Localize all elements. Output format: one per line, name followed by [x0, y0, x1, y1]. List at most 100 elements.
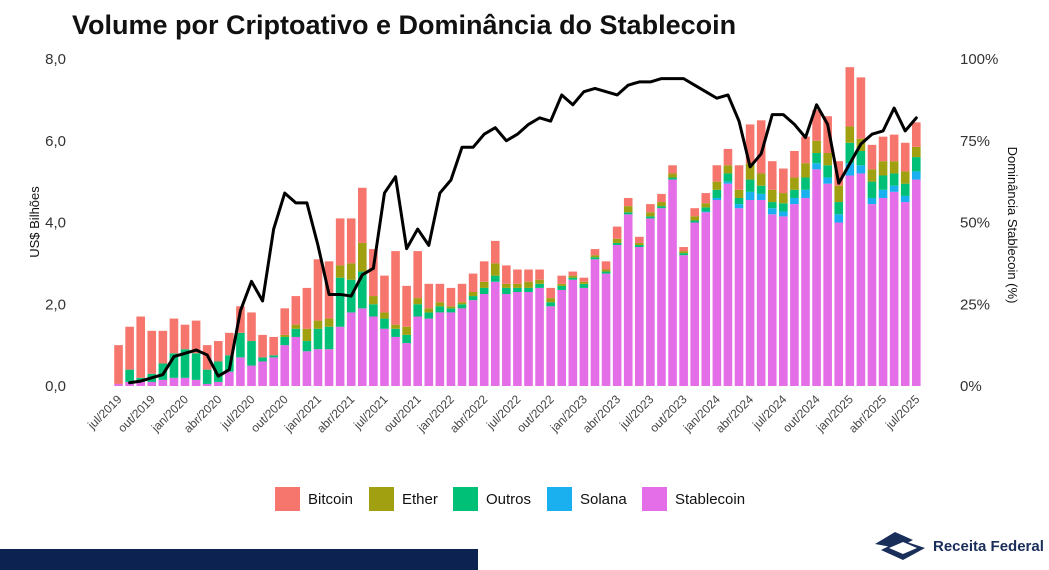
- bar-bitcoin: [546, 287, 555, 299]
- bar-outros: [535, 283, 544, 288]
- bar-ether: [801, 163, 810, 178]
- bar-outros: [479, 287, 489, 295]
- bar-ether: [424, 308, 434, 313]
- bar-bitcoin: [435, 283, 445, 303]
- bar-stablecoin: [369, 316, 378, 386]
- bar-bitcoin: [169, 318, 179, 354]
- bar-bitcoin: [147, 330, 157, 374]
- legend-label-solana: Solana: [580, 491, 627, 508]
- bar-stablecoin: [513, 291, 522, 386]
- bar-ether: [324, 318, 334, 327]
- bar-outros: [269, 355, 278, 358]
- bar-stablecoin: [668, 179, 677, 386]
- bar-stablecoin: [380, 328, 389, 386]
- bar-solana: [912, 171, 921, 180]
- bar-bitcoin: [413, 251, 422, 299]
- bar-solana: [845, 163, 855, 176]
- bar-bitcoin: [114, 345, 123, 384]
- bar-stablecoin: [236, 357, 245, 386]
- chart-title: Volume por Criptoativo e Dominância do S…: [72, 10, 736, 40]
- bar-ether: [779, 193, 788, 204]
- bar-stablecoin: [457, 308, 467, 386]
- bar-ether: [369, 296, 378, 305]
- bar-bitcoin: [402, 285, 411, 327]
- bar-stablecoin: [225, 371, 234, 386]
- bar-stablecoin: [867, 204, 877, 386]
- y2-tick-label: 100%: [960, 51, 998, 68]
- bar-stablecoin: [358, 308, 367, 386]
- bar-solana: [745, 191, 755, 201]
- y-tick-label: 0,0: [45, 378, 66, 395]
- bar-outros: [900, 183, 910, 196]
- bar-stablecoin: [335, 326, 345, 386]
- legend-label-bitcoin: Bitcoin: [308, 491, 353, 508]
- bar-solana: [900, 195, 910, 203]
- bar-stablecoin: [823, 183, 832, 386]
- bar-outros: [635, 244, 644, 248]
- bar-outros: [801, 177, 810, 190]
- bar-ether: [468, 291, 478, 297]
- bar-bitcoin: [358, 187, 367, 243]
- bar-stablecoin: [878, 197, 888, 386]
- bar-ether: [335, 265, 345, 278]
- x-tick-label: abr/2022: [447, 392, 491, 436]
- bar-outros: [169, 353, 179, 378]
- bar-stablecoin: [468, 300, 478, 386]
- bar-bitcoin: [834, 161, 844, 186]
- dominance-line: [128, 77, 918, 385]
- bar-ether: [546, 298, 555, 303]
- bar-bitcoin: [346, 218, 356, 264]
- bar-stablecoin: [391, 336, 400, 386]
- bar-stablecoin: [801, 197, 810, 386]
- bar-bitcoin: [280, 308, 290, 335]
- bar-stablecoin: [690, 222, 699, 386]
- bar-solana: [878, 189, 888, 198]
- bar-outros: [712, 189, 722, 198]
- bar-outros: [856, 150, 866, 166]
- bar-stablecoin: [756, 200, 766, 386]
- bar-stablecoin: [524, 291, 533, 386]
- bar-stablecoin: [767, 214, 777, 386]
- bar-bitcoin: [712, 165, 722, 182]
- bar-ether: [612, 238, 622, 243]
- bar-outros: [646, 216, 655, 219]
- bar-stablecoin: [812, 169, 821, 386]
- bar-bitcoin: [191, 320, 201, 354]
- bar-bitcoin: [457, 283, 467, 303]
- x-axis: jul/2019out/2019jan/2020abr/2020jul/2020…: [84, 392, 922, 436]
- bar-solana: [801, 189, 810, 198]
- bar-stablecoin: [169, 377, 179, 386]
- legend-swatch-ether: [369, 487, 394, 511]
- bar-outros: [402, 334, 411, 344]
- bar-solana: [756, 193, 766, 201]
- legend-swatch-stablecoin: [642, 487, 667, 511]
- bar-stablecoin: [136, 381, 145, 386]
- bar-ether: [601, 269, 611, 272]
- bar-bitcoin: [635, 236, 644, 243]
- bar-stablecoin: [568, 279, 578, 386]
- bar-bitcoin: [502, 265, 511, 284]
- bar-bitcoin: [236, 306, 245, 333]
- bar-ether: [579, 281, 589, 284]
- bar-ether: [402, 326, 411, 335]
- bar-outros: [435, 306, 445, 313]
- bar-outros: [756, 185, 766, 194]
- y2-axis-label: Dominância Stablecoin (%): [1005, 147, 1020, 304]
- bar-stablecoin: [889, 191, 899, 386]
- bar-bitcoin: [779, 168, 788, 194]
- bar-stablecoin: [723, 183, 733, 386]
- y2-tick-label: 50%: [960, 215, 990, 232]
- bar-bitcoin: [225, 332, 234, 356]
- x-tick-label: jul/2025: [882, 392, 923, 433]
- bar-ether: [346, 263, 356, 280]
- bar-outros: [889, 173, 899, 186]
- bar-stablecoin: [623, 214, 633, 386]
- bar-bitcoin: [513, 269, 522, 284]
- bar-outros: [912, 157, 921, 172]
- bar-outros: [668, 177, 677, 180]
- bar-outros: [834, 202, 844, 215]
- bar-bitcoin: [391, 251, 400, 325]
- bar-ether: [313, 320, 323, 329]
- bar-stablecoin: [313, 349, 323, 386]
- bar-outros: [125, 369, 134, 382]
